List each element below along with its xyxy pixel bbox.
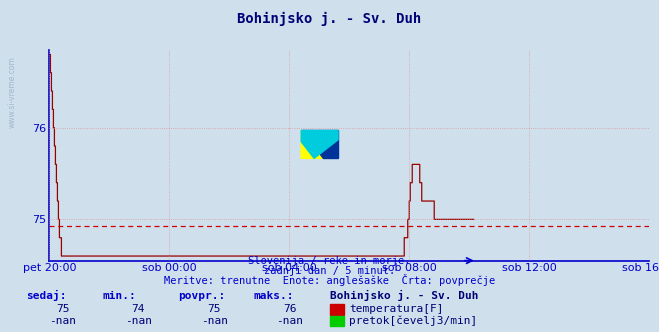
Text: min.:: min.: (102, 291, 136, 301)
Text: povpr.:: povpr.: (178, 291, 225, 301)
Text: Bohinjsko j. - Sv. Duh: Bohinjsko j. - Sv. Duh (237, 12, 422, 26)
Text: 74: 74 (132, 304, 145, 314)
Text: pretok[čevelj3/min]: pretok[čevelj3/min] (349, 315, 478, 326)
Text: Slovenija / reke in morje.: Slovenija / reke in morje. (248, 256, 411, 266)
Text: 75: 75 (56, 304, 69, 314)
Text: Bohinjsko j. - Sv. Duh: Bohinjsko j. - Sv. Duh (330, 290, 478, 301)
Text: zadnji dan / 5 minut.: zadnji dan / 5 minut. (264, 266, 395, 276)
Text: 75: 75 (208, 304, 221, 314)
Text: temperatura[F]: temperatura[F] (349, 304, 444, 314)
Text: -nan: -nan (201, 316, 227, 326)
Text: -nan: -nan (49, 316, 76, 326)
Text: sedaj:: sedaj: (26, 290, 67, 301)
Text: -nan: -nan (125, 316, 152, 326)
Text: 76: 76 (283, 304, 297, 314)
Text: Meritve: trenutne  Enote: anglešaške  Črta: povprečje: Meritve: trenutne Enote: anglešaške Črta… (164, 274, 495, 286)
Text: maks.:: maks.: (254, 291, 294, 301)
Text: www.si-vreme.com: www.si-vreme.com (8, 56, 17, 128)
Text: -nan: -nan (277, 316, 303, 326)
